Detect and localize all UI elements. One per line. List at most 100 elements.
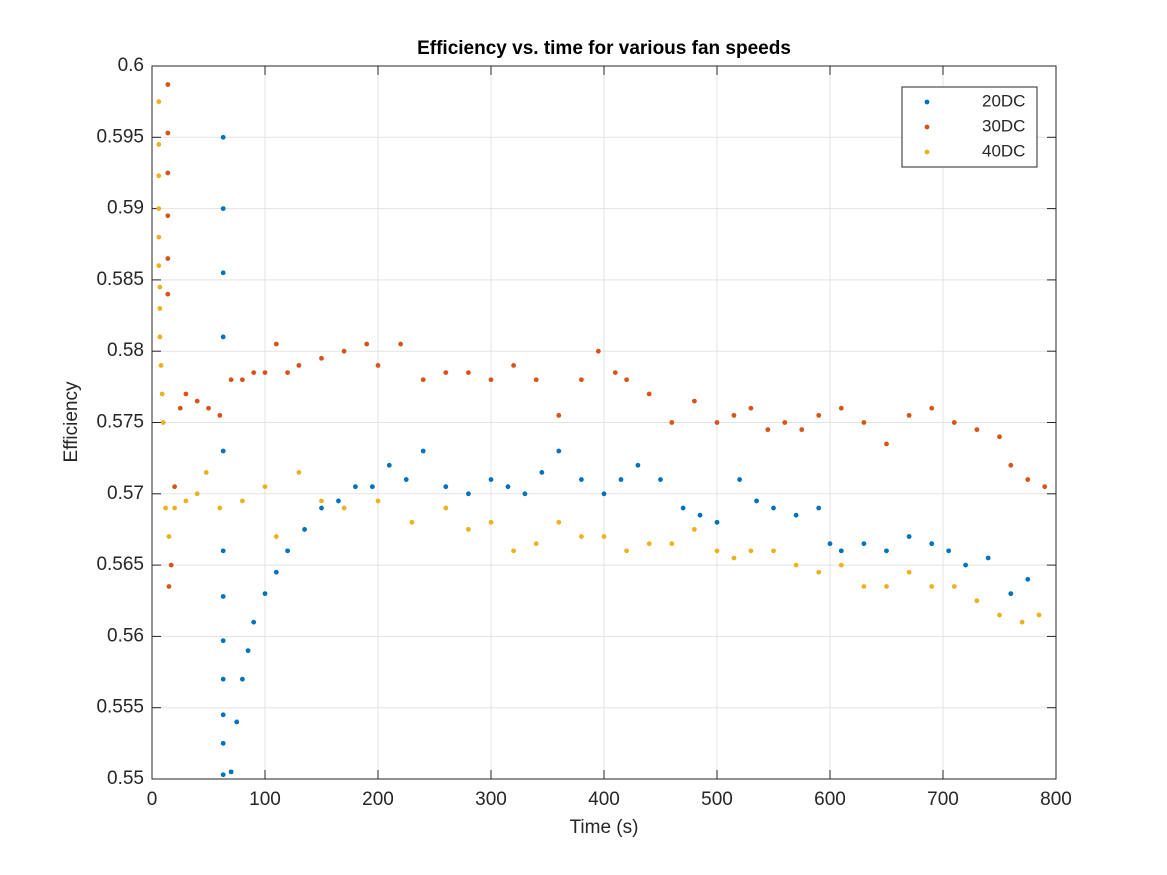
- data-point: [929, 541, 935, 547]
- data-point: [861, 584, 867, 589]
- data-point: [466, 527, 471, 532]
- data-point: [748, 548, 754, 554]
- data-point: [771, 548, 776, 554]
- data-point: [273, 341, 279, 347]
- data-point: [251, 619, 257, 625]
- data-point: [539, 470, 545, 475]
- data-point: [156, 234, 162, 240]
- data-point: [635, 462, 641, 468]
- data-point: [172, 484, 178, 490]
- data-point: [443, 370, 449, 375]
- data-point: [884, 548, 889, 554]
- data-point: [165, 130, 171, 136]
- data-point: [156, 142, 162, 147]
- y-tick-label: 0.575: [96, 412, 144, 433]
- data-point: [816, 505, 822, 511]
- data-point: [156, 206, 162, 212]
- data-point: [220, 334, 226, 340]
- data-point: [156, 99, 162, 105]
- data-point: [1025, 477, 1031, 482]
- legend-label: 20DC: [982, 91, 1025, 110]
- data-point: [816, 412, 822, 418]
- data-point: [443, 505, 449, 511]
- data-point: [364, 341, 370, 347]
- data-point: [714, 519, 720, 525]
- data-point: [997, 434, 1002, 440]
- x-axis-label: Time (s): [570, 817, 639, 838]
- data-point: [1008, 591, 1014, 597]
- data-point: [533, 377, 539, 383]
- data-point: [748, 405, 754, 411]
- data-point: [754, 498, 759, 504]
- data-point: [262, 591, 268, 597]
- data-point: [714, 548, 720, 554]
- data-point: [884, 441, 889, 447]
- data-point: [443, 484, 449, 490]
- y-axis-label: Efficiency: [61, 381, 82, 462]
- data-point: [929, 584, 935, 589]
- data-point: [963, 562, 968, 568]
- y-tick-label: 0.555: [96, 697, 144, 718]
- x-tick-label: 200: [362, 789, 394, 810]
- data-point: [240, 498, 245, 504]
- data-point: [206, 405, 211, 411]
- data-point: [488, 519, 494, 525]
- y-tick-label: 0.6: [118, 55, 144, 76]
- data-point: [466, 491, 471, 497]
- legend-label: 40DC: [982, 141, 1025, 160]
- y-tick-label: 0.585: [96, 269, 144, 290]
- data-point: [420, 448, 426, 454]
- data-point: [158, 363, 164, 368]
- data-point: [533, 541, 539, 547]
- data-point: [731, 412, 737, 418]
- y-tick-label: 0.57: [107, 483, 144, 504]
- data-point: [579, 477, 584, 482]
- data-point: [319, 355, 324, 361]
- data-point: [341, 348, 347, 354]
- data-point: [409, 519, 415, 525]
- data-point: [861, 541, 867, 547]
- data-point: [172, 505, 178, 511]
- data-point: [974, 598, 980, 604]
- x-tick-label: 800: [1040, 789, 1072, 810]
- data-point: [262, 370, 268, 375]
- data-point: [612, 370, 618, 375]
- legend-marker: [924, 149, 930, 155]
- data-point: [217, 505, 223, 511]
- data-point: [646, 391, 652, 397]
- data-point: [658, 477, 663, 482]
- data-point: [220, 638, 226, 644]
- data-point: [163, 505, 168, 511]
- data-point: [838, 548, 844, 554]
- data-point: [220, 134, 226, 140]
- data-point: [157, 284, 163, 290]
- data-point: [220, 206, 226, 212]
- data-point: [556, 519, 562, 525]
- plot-frame: [151, 65, 1057, 780]
- data-point: [183, 498, 189, 504]
- data-point: [505, 484, 511, 490]
- data-point: [165, 256, 171, 261]
- x-tick-label: 100: [249, 789, 281, 810]
- data-point: [194, 491, 200, 497]
- y-tick-label: 0.595: [96, 126, 144, 147]
- data-point: [273, 534, 279, 539]
- y-tick-label: 0.56: [107, 625, 144, 646]
- data-point: [220, 548, 226, 554]
- data-point: [946, 548, 952, 554]
- data-point: [168, 562, 174, 568]
- data-point: [827, 541, 833, 547]
- data-point: [165, 82, 171, 87]
- data-point: [1042, 484, 1048, 490]
- data-point: [285, 548, 290, 554]
- data-point: [488, 477, 494, 482]
- y-tick-label: 0.565: [96, 554, 144, 575]
- legend-box: [901, 86, 1038, 168]
- data-point: [177, 405, 183, 411]
- data-point: [165, 291, 171, 297]
- data-point: [906, 534, 912, 539]
- data-point: [692, 398, 697, 404]
- data-point: [669, 420, 675, 425]
- data-point: [228, 377, 234, 383]
- data-point: [1019, 619, 1025, 625]
